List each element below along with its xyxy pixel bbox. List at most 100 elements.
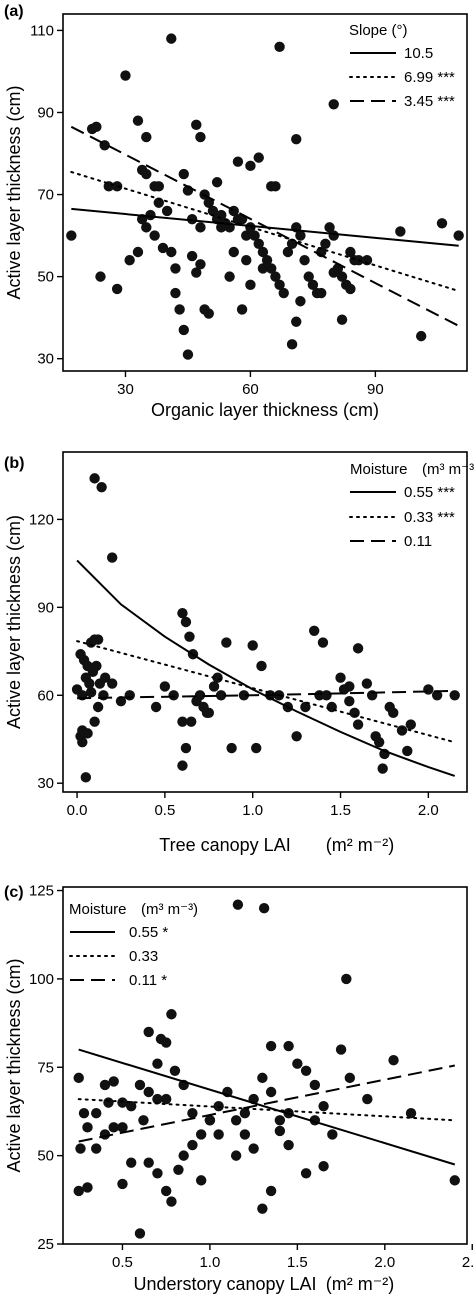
data-point <box>106 552 118 563</box>
data-point <box>166 1009 177 1020</box>
data-point <box>336 271 348 282</box>
data-point <box>402 745 413 757</box>
x-tick-label: 0.5 <box>154 802 175 819</box>
data-point <box>124 690 135 701</box>
data-point <box>299 255 310 266</box>
data-point <box>187 1139 198 1151</box>
data-point <box>120 70 131 81</box>
data-point <box>115 695 127 707</box>
data-point <box>134 1228 146 1239</box>
legend-entry-label: 0.11 * <box>129 972 167 989</box>
data-point <box>247 640 258 651</box>
y-tick-label: 75 <box>37 1059 54 1076</box>
y-tick-label: 110 <box>30 22 54 39</box>
fit-line-dotted <box>77 1098 456 1122</box>
data-point <box>436 218 448 229</box>
data-point <box>291 316 302 327</box>
data-point <box>431 690 443 701</box>
data-point <box>203 197 214 208</box>
data-point <box>303 271 314 282</box>
data-point <box>80 772 92 783</box>
data-point <box>362 1093 373 1105</box>
data-point <box>174 304 185 315</box>
data-point <box>291 133 302 145</box>
y-axis-title: Active layer thickness (cm) <box>4 958 24 1172</box>
data-point <box>168 690 179 701</box>
data-point <box>257 246 269 258</box>
data-point <box>173 1164 184 1175</box>
legend-entry-label: 0.55 *** <box>404 484 455 501</box>
data-point <box>249 230 260 241</box>
data-point <box>232 156 244 167</box>
data-point <box>396 725 408 736</box>
data-point <box>415 330 427 342</box>
data-point <box>265 1086 277 1098</box>
data-point <box>211 177 223 188</box>
data-point <box>241 230 252 241</box>
data-point <box>361 255 373 266</box>
data-point <box>286 339 298 350</box>
fit-line-dashed <box>78 1064 455 1143</box>
data-point <box>295 230 306 241</box>
data-point <box>349 707 360 719</box>
data-point <box>317 637 329 648</box>
data-point <box>274 1125 286 1137</box>
data-point <box>103 1097 114 1108</box>
data-point <box>138 1115 149 1126</box>
x-tick-label: 60 <box>242 381 259 398</box>
data-point <box>203 707 214 719</box>
data-point <box>335 672 346 683</box>
data-point <box>388 707 399 719</box>
data-point <box>77 736 88 748</box>
data-point <box>195 1129 207 1140</box>
data-point <box>91 1143 102 1154</box>
data-point <box>195 131 206 143</box>
data-point <box>283 1040 294 1052</box>
data-point <box>143 1086 154 1098</box>
panel-b: (b) 0.0 0.5 1.0 1.5 2.0 30 60 90 120 Tree canopy L… <box>4 451 474 855</box>
data-point <box>320 238 331 249</box>
legend-entry-label: 3.45 *** <box>404 93 455 110</box>
data-point <box>178 324 189 336</box>
data-point <box>328 267 339 278</box>
data-point <box>95 271 106 282</box>
data-point <box>182 349 194 360</box>
data-point <box>405 719 416 730</box>
data-point <box>307 279 319 291</box>
data-point <box>194 690 206 701</box>
data-point <box>92 634 104 645</box>
data-point <box>132 246 144 258</box>
data-point <box>245 279 256 291</box>
data-point <box>169 1065 181 1077</box>
data-point <box>203 308 214 319</box>
data-point <box>178 1150 189 1161</box>
data-point <box>170 263 181 274</box>
data-point <box>160 1093 172 1105</box>
data-point <box>152 1168 163 1179</box>
y-axis-title: Active layer thickness (cm) <box>4 85 24 299</box>
data-point <box>178 168 189 180</box>
data-point <box>328 99 339 110</box>
data-point <box>152 1093 163 1105</box>
x-tick-label: 30 <box>117 381 134 398</box>
data-point <box>180 616 192 628</box>
data-point <box>327 1129 338 1140</box>
panel-a: (a) 30 60 90 30 50 70 90 110 Organic layer thickn… <box>4 3 468 420</box>
y-tick-label: 120 <box>29 511 54 528</box>
data-point <box>245 160 256 172</box>
data-point <box>256 660 267 672</box>
data-point <box>111 283 123 295</box>
data-point <box>251 742 262 754</box>
data-point <box>98 690 109 701</box>
data-point <box>96 481 107 493</box>
y-tick-label: 50 <box>37 269 54 286</box>
data-point <box>117 1178 128 1190</box>
data-point <box>186 250 198 262</box>
data-point <box>73 1185 84 1197</box>
data-point <box>180 742 192 754</box>
x-tick-label: 90 <box>367 381 384 398</box>
data-point <box>141 131 152 143</box>
data-point <box>153 181 164 192</box>
data-point <box>344 1072 356 1084</box>
panel-label: (a) <box>4 3 24 20</box>
